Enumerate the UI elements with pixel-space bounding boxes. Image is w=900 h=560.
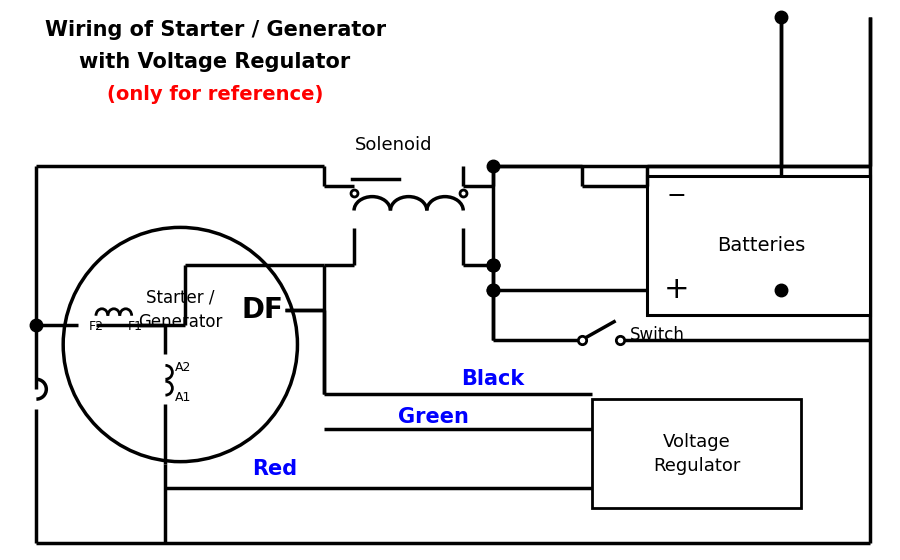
Text: Wiring of Starter / Generator: Wiring of Starter / Generator (44, 20, 385, 40)
Text: Switch: Switch (630, 325, 685, 344)
Text: A1: A1 (176, 391, 192, 404)
Text: with Voltage Regulator: with Voltage Regulator (79, 52, 351, 72)
Text: A2: A2 (176, 361, 192, 374)
Text: F1: F1 (128, 320, 143, 333)
Text: Starter /
Generator: Starter / Generator (138, 288, 222, 332)
FancyBboxPatch shape (592, 399, 801, 508)
FancyBboxPatch shape (647, 176, 870, 315)
Text: −: − (667, 184, 687, 208)
Text: Voltage
Regulator: Voltage Regulator (652, 433, 740, 474)
Text: F2: F2 (88, 320, 104, 333)
Text: Red: Red (252, 459, 297, 479)
Text: DF: DF (242, 296, 284, 324)
Text: Black: Black (462, 369, 525, 389)
Text: Green: Green (398, 407, 469, 427)
Text: Batteries: Batteries (717, 236, 806, 255)
Text: +: + (664, 276, 689, 305)
Text: (only for reference): (only for reference) (107, 86, 323, 105)
Text: Solenoid: Solenoid (355, 136, 433, 154)
